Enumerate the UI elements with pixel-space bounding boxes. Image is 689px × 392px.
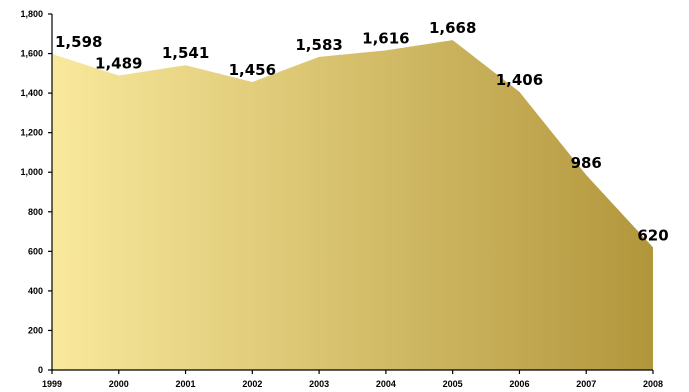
x-tick-label: 2002 (242, 379, 262, 389)
x-tick-label: 2003 (309, 379, 329, 389)
y-axis: 0 200 400 600 800 1,000 1,200 1,400 1,600 1,800 (20, 9, 53, 375)
x-tick-label: 2006 (509, 379, 529, 389)
x-tick-label: 2001 (176, 379, 196, 389)
y-tick-label: 0 (38, 365, 43, 375)
data-labels: 1,598 1,489 1,541 1,456 1,583 1,616 1,668 1,406… (55, 19, 669, 244)
x-tick-label: 2007 (576, 379, 596, 389)
x-tick-label: 2004 (376, 379, 396, 389)
data-label: 1,668 (429, 19, 476, 37)
y-tick-label: 800 (28, 207, 43, 217)
y-tick-label: 1,600 (20, 49, 43, 59)
y-tick-label: 1,000 (20, 167, 43, 177)
data-label: 1,456 (229, 61, 276, 79)
x-tick-label: 1999 (42, 379, 62, 389)
y-tick-label: 200 (28, 325, 43, 335)
x-axis: 1999 2000 2001 2002 2003 2004 2005 2006 2007 2008 (42, 369, 663, 389)
data-label: 620 (637, 226, 668, 244)
x-tick-label: 2005 (443, 379, 463, 389)
x-tick-label: 2008 (643, 379, 663, 389)
area-series (52, 40, 653, 371)
y-tick-label: 1,200 (20, 128, 43, 138)
data-label: 1,489 (95, 55, 142, 73)
data-label: 1,541 (162, 44, 209, 62)
data-label: 1,406 (496, 71, 543, 89)
x-tick-label: 2000 (109, 379, 129, 389)
y-tick-label: 400 (28, 286, 43, 296)
y-tick-label: 1,400 (20, 88, 43, 98)
data-label: 986 (571, 154, 602, 172)
y-tick-label: 1,800 (20, 9, 43, 19)
data-label: 1,616 (362, 29, 409, 47)
data-label: 1,583 (295, 36, 342, 54)
y-tick-label: 600 (28, 246, 43, 256)
data-label: 1,598 (55, 33, 102, 51)
